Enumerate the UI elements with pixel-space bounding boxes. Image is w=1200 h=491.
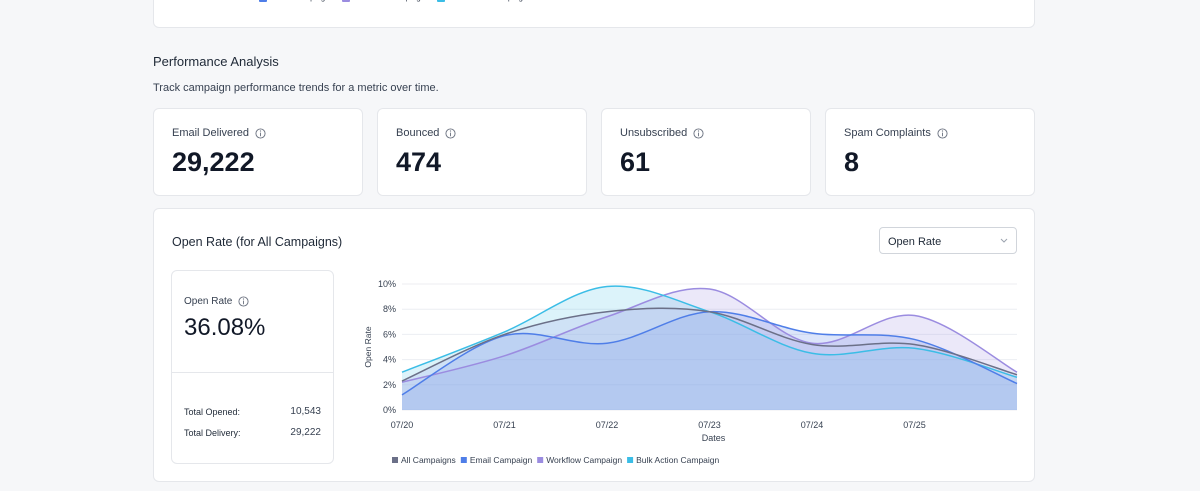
area-fill [402,311,1017,410]
metric-label-wrap: Unsubscribed [620,127,704,139]
legend-swatch [537,457,544,463]
section-subtitle: Track campaign performance trends for a … [153,82,439,94]
info-icon [445,127,456,139]
x-tick-label: 07/23 [698,420,721,430]
y-tick-label: 10% [378,279,396,289]
legend-label: Email Campaign [470,455,533,465]
metric-label: Unsubscribed [620,127,688,139]
section-title: Performance Analysis [153,54,279,69]
metric-value: 29,222 [172,147,255,177]
metric-value: 474 [396,147,442,177]
metric-card: Email Delivered 29,222 [153,108,363,196]
divider [172,372,333,373]
legend-label: Workflow Campaign [354,0,425,2]
area-fill [402,288,1017,410]
summary-value: 36.08% [184,314,266,341]
info-icon [238,296,249,307]
metric-value: 8 [844,147,860,177]
metric-label: Spam Complaints [844,127,931,139]
y-tick-label: 2% [383,380,396,390]
legend-label: Bulk Action Campaign [636,455,719,465]
legend-item: Email Campaign [259,0,330,2]
metric-card: Spam Complaints 8 [825,108,1035,196]
series-line [401,287,1018,384]
x-tick-label: 07/24 [801,420,824,430]
metric-label-wrap: Spam Complaints [844,127,948,139]
legend-label: All Campaigns [401,455,456,465]
legend-item: Bulk Action Campaign [437,0,527,2]
top-legend: Email Campaign Workflow Campaign Bulk Acti… [259,0,959,9]
metric-label-wrap: Email Delivered [172,127,266,139]
metric-dropdown[interactable]: Open Rate [879,227,1017,254]
x-tick-label: 07/22 [596,420,619,430]
legend-swatch [341,0,350,2]
metric-value: 61 [620,147,651,177]
info-icon [693,127,704,139]
dropdown-caret [1000,238,1008,243]
metric-label-wrap: Bounced [396,127,456,139]
legend-label: Email Campaign [271,0,330,2]
y-tick-label: 6% [383,329,396,339]
dropdown-text: Open Rate [888,236,942,248]
summary-row-value: 29,222 [290,427,321,438]
top-card: Email Campaign Workflow Campaign Bulk Acti… [153,0,1035,28]
legend-label: Workflow Campaign [546,455,622,465]
chart-card: Open Rate (for All Campaigns) Open Rate … [153,208,1035,482]
metric-label: Bounced [396,127,440,139]
summary-label-wrap: Open Rate [184,296,249,307]
legend-label: Bulk Action Campaign [449,0,527,2]
panel-title: Open Rate (for All Campaigns) [172,235,343,249]
legend-swatch [627,457,634,463]
legend-swatch [437,0,446,2]
x-axis-label: Dates [702,433,726,443]
summary-row-value: 10,543 [290,406,321,417]
x-tick-label: 07/20 [391,420,414,430]
legend-swatch [259,0,267,2]
summary-row-label: Total Opened: [184,407,241,417]
y-tick-label: 0% [383,405,396,415]
area-fill [402,308,1017,410]
series-line [401,307,1018,382]
metric-label: Email Delivered [172,127,250,139]
info-icon [255,127,266,139]
summary-card: Open Rate 36.08% Total Opened: 10,543 Tota… [171,270,334,464]
legend-swatch [392,457,398,463]
x-tick-label: 07/21 [493,420,516,430]
y-tick-label: 8% [383,304,396,314]
y-tick-label: 4% [383,355,396,365]
metric-card: Unsubscribed 61 [601,108,811,196]
x-tick-label: 07/25 [903,420,926,430]
metric-card: Bounced 474 [377,108,587,196]
info-icon [937,127,948,139]
summary-row-label: Total Delivery: [184,428,241,438]
y-axis-label: Open Rate [363,326,373,367]
legend-swatch [460,457,467,463]
legend-item: Workflow Campaign [341,0,425,2]
area-fill [402,286,1017,410]
summary-label: Open Rate [184,296,233,307]
